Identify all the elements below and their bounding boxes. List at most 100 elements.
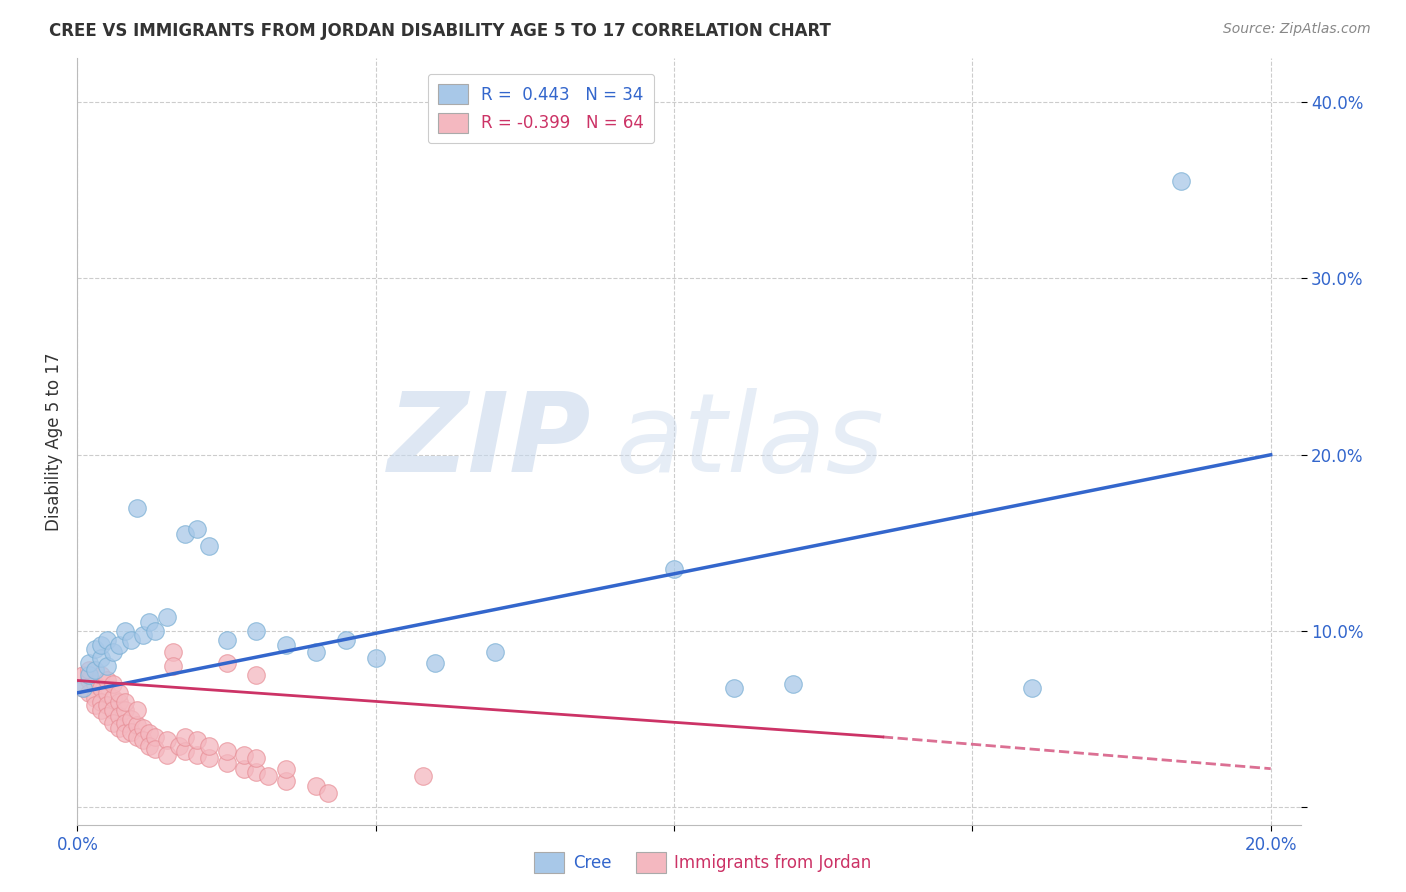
Point — [156, 610, 179, 624]
Point — [108, 638, 131, 652]
Point — [101, 677, 124, 691]
Point — [186, 747, 208, 762]
Point — [276, 762, 298, 776]
Point — [96, 708, 118, 723]
Point — [96, 632, 118, 647]
Point — [197, 540, 219, 554]
Point — [1021, 681, 1043, 695]
Text: Source: ZipAtlas.com: Source: ZipAtlas.com — [1223, 22, 1371, 37]
Point — [305, 645, 328, 659]
Point — [101, 645, 124, 659]
Point — [1170, 174, 1192, 188]
Point — [101, 703, 124, 717]
Point — [233, 762, 256, 776]
Point — [84, 663, 107, 677]
Point — [173, 730, 195, 744]
Point — [120, 632, 142, 647]
Point — [96, 673, 118, 688]
Point — [167, 739, 190, 753]
Point — [72, 681, 94, 695]
Point — [90, 703, 112, 717]
Point — [186, 733, 208, 747]
Text: CREE VS IMMIGRANTS FROM JORDAN DISABILITY AGE 5 TO 17 CORRELATION CHART: CREE VS IMMIGRANTS FROM JORDAN DISABILIT… — [49, 22, 831, 40]
Point — [114, 715, 136, 730]
Point — [138, 615, 160, 630]
Point — [90, 668, 112, 682]
Point — [114, 703, 136, 717]
Point — [156, 733, 179, 747]
Point — [173, 527, 195, 541]
Point — [215, 656, 238, 670]
Point — [215, 632, 238, 647]
Point — [276, 774, 298, 789]
Point — [84, 641, 107, 656]
Point — [162, 659, 184, 673]
Point — [132, 721, 155, 735]
Point — [215, 744, 238, 758]
Point — [245, 668, 267, 682]
Point — [125, 730, 148, 744]
Point — [77, 656, 100, 670]
Point — [96, 698, 118, 713]
Point — [723, 681, 745, 695]
Point — [162, 645, 184, 659]
Point — [72, 681, 94, 695]
Point — [173, 744, 195, 758]
Point — [77, 668, 100, 682]
Point — [215, 756, 238, 771]
Point — [84, 698, 107, 713]
Point — [84, 691, 107, 706]
Point — [305, 780, 328, 794]
Point — [108, 695, 131, 709]
Point — [662, 562, 685, 576]
Point — [77, 663, 100, 677]
Point — [782, 677, 804, 691]
Point — [125, 717, 148, 731]
Point — [245, 624, 267, 639]
Point — [143, 742, 166, 756]
Point — [84, 677, 107, 691]
Point — [143, 730, 166, 744]
Point — [90, 650, 112, 665]
Point — [77, 686, 100, 700]
Point — [276, 638, 298, 652]
Legend: R =  0.443   N = 34, R = -0.399   N = 64: R = 0.443 N = 34, R = -0.399 N = 64 — [429, 74, 654, 143]
Point — [108, 721, 131, 735]
Point — [77, 673, 100, 688]
Point — [197, 739, 219, 753]
Point — [90, 695, 112, 709]
Point — [101, 715, 124, 730]
Point — [90, 681, 112, 695]
Point — [108, 708, 131, 723]
Legend: Cree, Immigrants from Jordan: Cree, Immigrants from Jordan — [527, 846, 879, 880]
Point — [114, 726, 136, 740]
Point — [425, 656, 447, 670]
Point — [120, 724, 142, 739]
Point — [96, 659, 118, 673]
Point — [132, 733, 155, 747]
Point — [114, 624, 136, 639]
Point — [364, 650, 387, 665]
Text: ZIP: ZIP — [388, 388, 591, 495]
Point — [138, 726, 160, 740]
Point — [233, 747, 256, 762]
Point — [72, 668, 94, 682]
Point — [186, 522, 208, 536]
Point — [412, 769, 434, 783]
Point — [108, 686, 131, 700]
Point — [120, 712, 142, 726]
Point — [335, 632, 357, 647]
Point — [125, 500, 148, 515]
Y-axis label: Disability Age 5 to 17: Disability Age 5 to 17 — [45, 352, 63, 531]
Point — [143, 624, 166, 639]
Point — [245, 751, 267, 765]
Point — [132, 627, 155, 641]
Point — [484, 645, 506, 659]
Point — [316, 786, 339, 800]
Point — [257, 769, 280, 783]
Point — [138, 739, 160, 753]
Point — [197, 751, 219, 765]
Point — [90, 638, 112, 652]
Point — [114, 695, 136, 709]
Point — [96, 686, 118, 700]
